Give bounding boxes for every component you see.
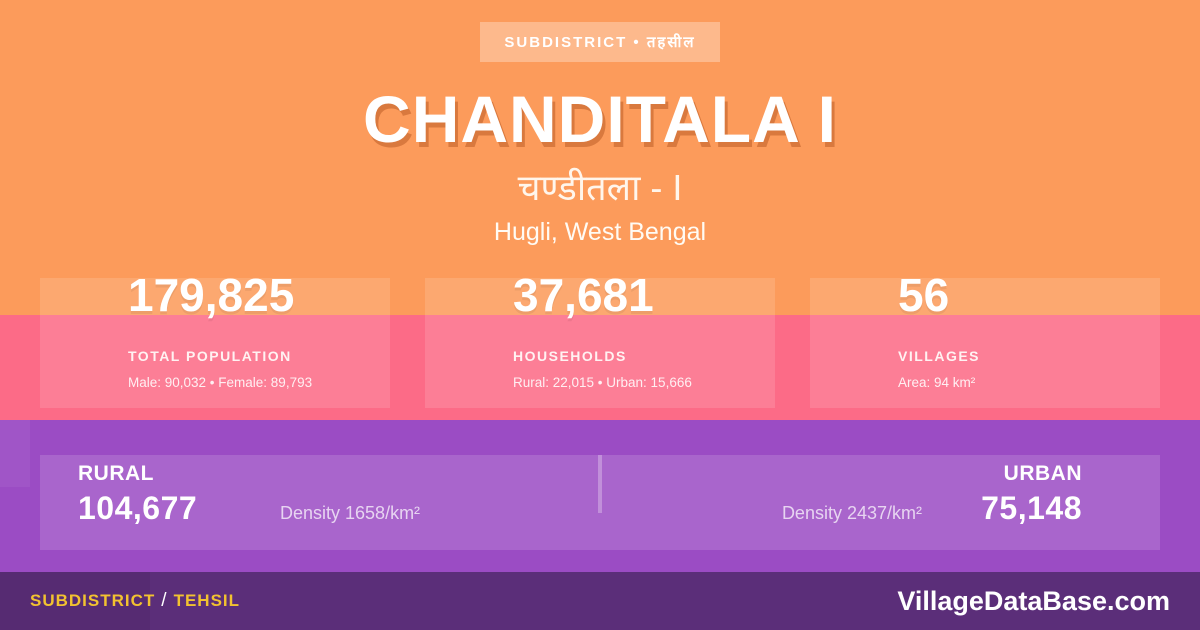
urban-density: Density 2437/km² <box>781 503 922 523</box>
footer-background-band <box>0 572 1200 630</box>
stat-detail: Rural: 22,015 • Urban: 15,666 <box>513 375 692 390</box>
footer-type-secondary: TEHSIL <box>173 591 241 610</box>
website-link[interactable]: VillageDataBase.com <box>897 585 1170 616</box>
stat-value: 37,681 <box>513 269 654 321</box>
rural-urban-panel: RURAL 104,677 Density 1658/km² Density 2… <box>40 455 1160 550</box>
rural-label: RURAL <box>78 462 154 485</box>
vertical-divider <box>598 455 602 513</box>
stat-card-total-population: 179,825 TOTAL POPULATION Male: 90,032 • … <box>40 272 390 408</box>
footer-bar: SUBDISTRICT / TEHSIL VillageDataBase.com <box>0 572 1200 630</box>
background-texture-overlay <box>0 420 30 487</box>
rural-group: RURAL 104,677 <box>78 462 197 527</box>
stat-value: 56 <box>898 269 950 321</box>
urban-value: 75,148 <box>981 490 1082 526</box>
rural-density: Density 1658/km² <box>280 503 421 523</box>
page-title: CHANDITALA I <box>363 82 837 156</box>
footer-type-separator: / <box>161 590 168 611</box>
stat-detail: Male: 90,032 • Female: 89,793 <box>128 375 313 390</box>
urban-group: URBAN 75,148 <box>981 462 1082 527</box>
stat-label: VILLAGES <box>898 348 981 364</box>
rural-value: 104,677 <box>78 490 198 526</box>
stats-background-band <box>0 315 1200 420</box>
footer-type-primary: SUBDISTRICT <box>30 591 156 610</box>
urban-label: URBAN <box>1003 462 1082 485</box>
stat-label: HOUSEHOLDS <box>513 348 627 364</box>
hero-section: SUBDISTRICT • तहसील CHANDITALA I चण्डीतल… <box>0 0 1200 246</box>
footer-texture-overlay <box>0 572 150 630</box>
footer-entity-type: SUBDISTRICT / TEHSIL <box>30 590 240 612</box>
stat-card-villages: 56 VILLAGES Area: 94 km² <box>810 272 1160 408</box>
region-subtitle: Hugli, West Bengal <box>493 218 707 246</box>
hero-background-band <box>0 0 1200 315</box>
stat-card-households: 37,681 HOUSEHOLDS Rural: 22,015 • Urban:… <box>425 272 775 408</box>
stats-row: 179,825 TOTAL POPULATION Male: 90,032 • … <box>40 272 1160 408</box>
stat-detail: Area: 94 km² <box>898 375 976 390</box>
rural-urban-background-band <box>0 420 1200 572</box>
entity-type-badge: SUBDISTRICT • तहसील <box>480 22 720 62</box>
native-name-subtitle: चण्डीतला - I <box>517 167 683 208</box>
stat-label: TOTAL POPULATION <box>128 348 292 364</box>
stat-value: 179,825 <box>128 269 295 321</box>
